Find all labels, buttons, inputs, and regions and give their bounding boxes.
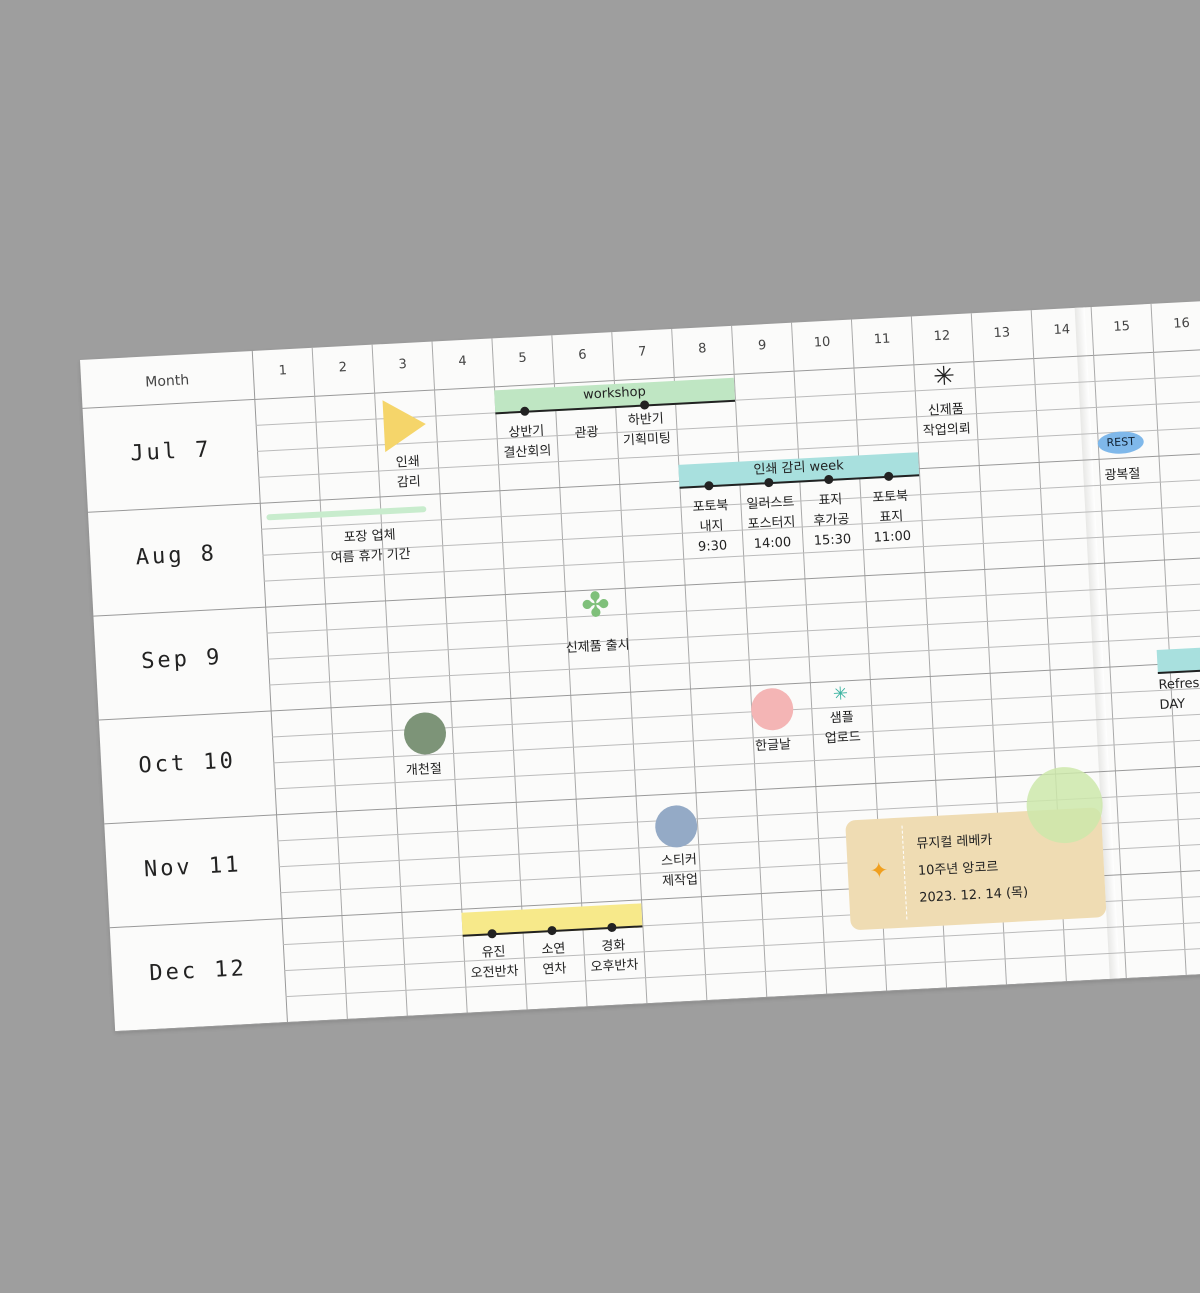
circle-sticker xyxy=(750,687,795,732)
timeline-dot xyxy=(487,928,497,939)
day-number: 6 xyxy=(577,347,587,363)
sparkle-icon: ✳ xyxy=(932,361,956,393)
event-note: Refresh DAY xyxy=(1158,675,1200,713)
day-number: 10 xyxy=(813,334,831,351)
ticket-perforation xyxy=(901,825,908,920)
grid-line xyxy=(285,942,1200,998)
event-note: 한글날 xyxy=(754,737,792,755)
timeline-dot xyxy=(547,925,557,936)
day-number: 15 xyxy=(1113,319,1131,335)
timeline-dot xyxy=(824,474,834,485)
grid-line xyxy=(269,630,1200,686)
asterisk-icon: ✳ xyxy=(832,683,849,706)
day-number: 11 xyxy=(873,331,891,348)
clover-icon: ✤ xyxy=(580,584,611,627)
event-note: 신제품 출시 xyxy=(565,637,631,656)
circle-sticker xyxy=(654,804,699,849)
day-number: 7 xyxy=(637,344,647,360)
day-number: 1 xyxy=(278,363,288,379)
timeline-dot xyxy=(607,922,617,933)
day-number: 5 xyxy=(517,350,528,367)
ticket-note: 뮤지컬 레베카 10주년 앙코르 2023. 12. 14 (목) xyxy=(916,832,1029,906)
event-note: 샘플 업로드 xyxy=(824,710,862,747)
day-number: 12 xyxy=(933,328,951,345)
day-number: 13 xyxy=(993,325,1011,342)
sparkle-icon: ✦ xyxy=(869,858,889,885)
event-note: 스티커 제작업 xyxy=(660,852,699,890)
event-note: 포장 업체 여름 휴가 기간 xyxy=(330,527,412,567)
timeline-dot xyxy=(704,481,714,491)
day-number: 4 xyxy=(458,353,468,370)
day-number: 16 xyxy=(1172,315,1191,332)
event-note: 인쇄 감리 xyxy=(395,454,422,491)
event-note: 포토북 표지 11:00 xyxy=(871,488,912,546)
event-note: 상반기 결산회의 xyxy=(503,423,552,461)
event-note: 소연 연차 xyxy=(541,941,567,978)
grid-line xyxy=(266,578,1200,634)
timeline-dot xyxy=(639,400,650,410)
grid-line xyxy=(267,604,1200,660)
event-note: 신제품 작업의뢰 xyxy=(922,401,972,439)
day-number: 14 xyxy=(1053,322,1071,338)
timeline-dot xyxy=(764,477,774,488)
event-note: 표지 후가공 15:30 xyxy=(813,492,852,549)
event-note: 유진 오전반차 xyxy=(470,944,519,982)
day-number: 8 xyxy=(697,341,707,357)
event-note: 경화 오후반차 xyxy=(590,938,639,976)
event-note: 개천절 xyxy=(405,761,443,779)
event-note: 하반기 기획미팅 xyxy=(622,411,672,449)
timeline-dot xyxy=(520,406,530,417)
rest-badge: REST xyxy=(1097,430,1145,455)
event-note: 일러스트 포스터지 14:00 xyxy=(746,494,796,552)
day-number: 9 xyxy=(757,338,767,354)
event-note: 광복절 xyxy=(1104,466,1141,484)
triangle-sticker xyxy=(382,398,428,453)
event-note: 관광 xyxy=(574,424,599,442)
day-number: 2 xyxy=(338,360,348,376)
refresh-tape xyxy=(1156,642,1200,675)
event-note: 포토북 내지 9:30 xyxy=(692,498,729,555)
timeline-dot xyxy=(883,471,894,482)
day-number: 3 xyxy=(398,356,408,373)
circle-sticker xyxy=(402,711,448,756)
arrow-tape xyxy=(266,506,427,521)
